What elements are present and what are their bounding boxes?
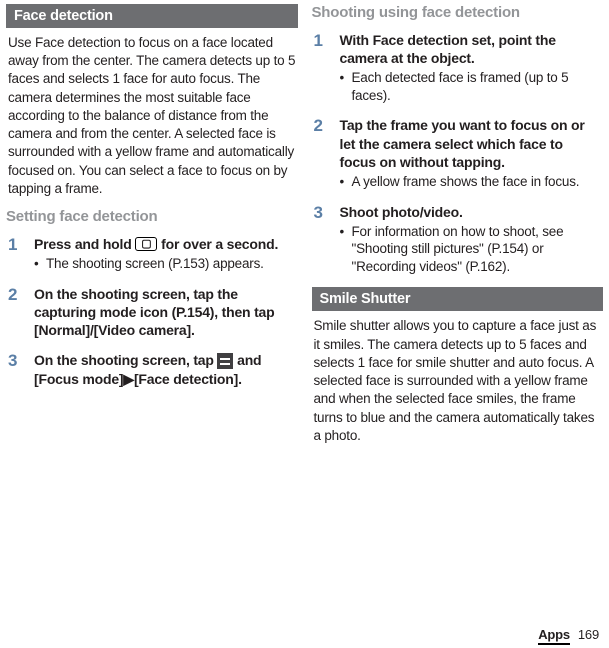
face-detection-intro: Use Face detection to focus on a face lo… [6, 34, 298, 198]
section-header-face-detection: Face detection [6, 4, 298, 28]
step-number: 3 [8, 351, 34, 387]
step-title: Shoot photo/video. [340, 203, 602, 221]
step-item: 1 With Face detection set, point the cam… [312, 31, 604, 104]
bullet-text: The shooting screen (P.153) appears. [46, 255, 296, 273]
subheading-setting-face-detection: Setting face detection [6, 208, 298, 225]
camera-button-icon: ▢ [135, 237, 157, 251]
step-item: 1 Press and hold ▢ for over a second. •T… [6, 235, 298, 273]
step-number: 2 [8, 285, 34, 340]
bullet-dot: • [340, 69, 352, 104]
step-item: 3 Shoot photo/video. •For information on… [312, 203, 604, 276]
bullet-dot: • [340, 173, 352, 191]
bullet-text: A yellow frame shows the face in focus. [352, 173, 602, 191]
bullet-dot: • [340, 223, 352, 276]
step-number: 3 [314, 203, 340, 276]
bullet-dot: • [34, 255, 46, 273]
section-header-smile-shutter: Smile Shutter [312, 287, 604, 311]
bullet-text: Each detected face is framed (up to 5 fa… [352, 69, 602, 104]
step-title: Press and hold ▢ for over a second. [34, 235, 296, 253]
bullet-text: For information on how to shoot, see "Sh… [352, 223, 602, 276]
step-item: 2 On the shooting screen, tap the captur… [6, 285, 298, 340]
step-number: 2 [314, 116, 340, 190]
step-number: 1 [314, 31, 340, 104]
subheading-shooting-using-face-detection: Shooting using face detection [312, 4, 604, 21]
step-text: Press and hold [34, 236, 135, 252]
smile-shutter-intro: Smile shutter allows you to capture a fa… [312, 317, 604, 445]
step-item: 3 On the shooting screen, tap and [Focus… [6, 351, 298, 387]
footer-section-label: Apps [538, 627, 570, 645]
step-title: On the shooting screen, tap the capturin… [34, 285, 296, 340]
step-text: On the shooting screen, tap [34, 352, 217, 368]
page-number: 169 [578, 627, 599, 642]
step-title: With Face detection set, point the camer… [340, 31, 602, 67]
step-item: 2 Tap the frame you want to focus on or … [312, 116, 604, 190]
step-title: Tap the frame you want to focus on or le… [340, 116, 602, 171]
page-footer: Apps 169 [538, 627, 599, 642]
settings-icon [217, 353, 233, 369]
step-title: On the shooting screen, tap and [Focus m… [34, 351, 296, 387]
step-number: 1 [8, 235, 34, 273]
step-text: for over a second. [157, 236, 278, 252]
